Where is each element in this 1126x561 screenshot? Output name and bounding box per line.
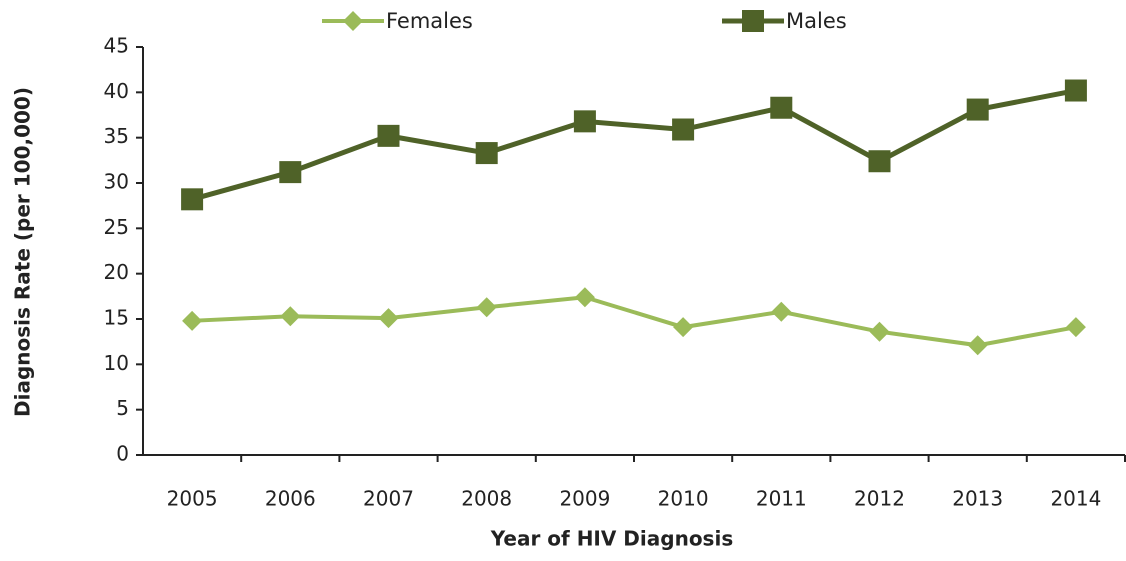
y-tick-label: 20 bbox=[104, 260, 129, 284]
x-tick-label: 2013 bbox=[952, 487, 1003, 511]
marker bbox=[869, 321, 890, 342]
y-tick-label: 35 bbox=[104, 124, 129, 148]
y-tick-label: 10 bbox=[104, 351, 129, 375]
x-tick-label: 2011 bbox=[756, 487, 807, 511]
series-line bbox=[191, 88, 1077, 202]
marker bbox=[1064, 79, 1087, 102]
marker bbox=[573, 110, 596, 133]
x-tick-label: 2008 bbox=[461, 487, 512, 511]
marker bbox=[771, 301, 792, 322]
series-line bbox=[192, 295, 1077, 348]
marker bbox=[280, 306, 301, 327]
marker bbox=[966, 98, 989, 121]
x-tick-label: 2006 bbox=[265, 487, 316, 511]
x-tick-label: 2007 bbox=[363, 487, 414, 511]
marker bbox=[378, 308, 399, 329]
marker bbox=[967, 335, 988, 356]
marker bbox=[574, 287, 595, 308]
x-tick-label: 2010 bbox=[658, 487, 709, 511]
legend-label: Females bbox=[386, 9, 473, 33]
marker bbox=[377, 124, 400, 147]
y-tick-label: 40 bbox=[104, 79, 129, 103]
x-tick-label: 2005 bbox=[167, 487, 218, 511]
legend-marker bbox=[742, 10, 764, 32]
x-tick-label: 2014 bbox=[1050, 487, 1101, 511]
marker bbox=[868, 150, 891, 173]
marker bbox=[182, 310, 203, 331]
marker bbox=[672, 118, 695, 141]
y-tick-label: 15 bbox=[104, 306, 129, 330]
marker bbox=[1065, 317, 1086, 338]
marker bbox=[673, 317, 694, 338]
x-axis-title: Year of HIV Diagnosis bbox=[490, 527, 733, 551]
marker bbox=[476, 297, 497, 318]
y-axis-title: Diagnosis Rate (per 100,000) bbox=[11, 87, 35, 417]
y-tick-label: 0 bbox=[116, 442, 129, 466]
y-tick-label: 30 bbox=[104, 170, 129, 194]
y-tick-label: 45 bbox=[104, 34, 129, 58]
marker bbox=[181, 188, 204, 211]
y-tick-label: 25 bbox=[104, 215, 129, 239]
legend-marker bbox=[343, 11, 363, 31]
marker bbox=[770, 96, 793, 119]
y-tick-label: 5 bbox=[116, 396, 129, 420]
x-tick-label: 2012 bbox=[854, 487, 905, 511]
x-tick-label: 2009 bbox=[559, 487, 610, 511]
marker bbox=[475, 142, 498, 165]
marker bbox=[279, 161, 302, 184]
legend-label: Males bbox=[786, 9, 847, 33]
